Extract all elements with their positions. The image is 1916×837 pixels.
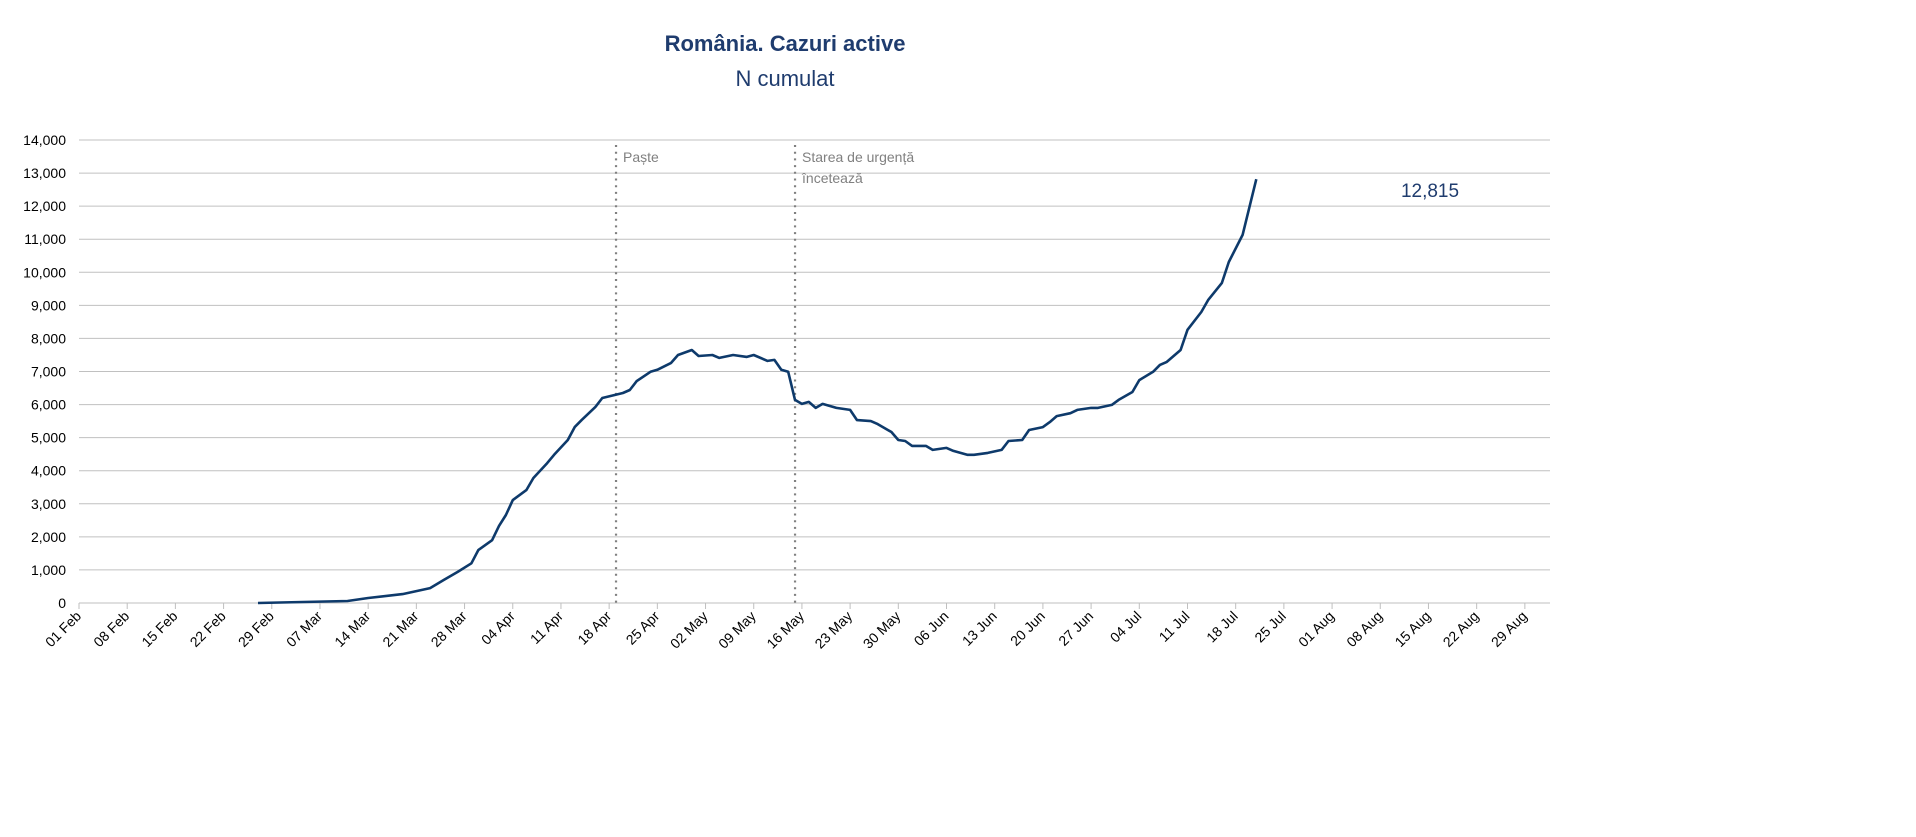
x-tick-label: 01 Feb <box>42 608 84 650</box>
x-tick-label: 25 Apr <box>623 608 663 648</box>
x-tick-label: 22 Aug <box>1440 608 1482 650</box>
x-tick-label: 13 Jun <box>959 608 1000 649</box>
y-tick-label: 11,000 <box>24 231 66 247</box>
x-tick-label: 06 Jun <box>911 608 952 649</box>
x-tick-label: 16 May <box>763 608 807 652</box>
y-tick-label: 5,000 <box>31 430 66 446</box>
x-tick-label: 28 Mar <box>428 608 470 650</box>
x-tick-label: 20 Jun <box>1007 608 1048 649</box>
x-tick-label: 22 Feb <box>187 608 229 650</box>
y-tick-label: 12,000 <box>23 198 66 214</box>
x-tick-label: 29 Aug <box>1488 608 1530 650</box>
x-tick-label: 21 Mar <box>379 608 421 650</box>
y-tick-label: 0 <box>58 595 66 611</box>
y-tick-label: 10,000 <box>23 264 66 280</box>
x-tick-label: 25 Jul <box>1251 608 1289 646</box>
x-tick-label: 04 Apr <box>478 608 518 648</box>
last-value-label: 12,815 <box>1401 181 1459 202</box>
x-tick-label: 04 Jul <box>1107 608 1145 646</box>
x-tick-label: 15 Aug <box>1391 608 1433 650</box>
x-tick-label: 09 May <box>715 608 759 652</box>
x-tick-label: 11 Jul <box>1156 608 1193 645</box>
x-tick-label: 18 Apr <box>574 608 614 648</box>
y-tick-label: 3,000 <box>31 496 66 512</box>
x-tick-label: 08 Feb <box>90 608 132 650</box>
annotation-label: încetează <box>801 170 863 186</box>
x-tick-label: 23 May <box>811 608 855 652</box>
chart-title: România. Cazuri active <box>664 31 906 56</box>
chart-subtitle: N cumulat <box>735 66 835 91</box>
series-line <box>257 178 1258 605</box>
y-tick-label: 8,000 <box>31 330 66 346</box>
y-tick-label: 1,000 <box>31 562 66 578</box>
x-tick-label: 01 Aug <box>1295 608 1337 650</box>
x-tick-label: 18 Jul <box>1203 608 1241 646</box>
y-tick-label: 2,000 <box>31 529 66 545</box>
x-tick-label: 30 May <box>860 608 904 652</box>
annotation-label: Starea de urgență <box>802 149 914 165</box>
y-tick-label: 9,000 <box>31 297 66 313</box>
y-tick-label: 13,000 <box>23 165 66 181</box>
y-tick-label: 4,000 <box>31 463 66 479</box>
x-tick-label: 14 Mar <box>331 608 373 650</box>
y-tick-label: 14,000 <box>23 132 66 148</box>
x-tick-label: 07 Mar <box>283 608 325 650</box>
x-tick-label: 29 Feb <box>235 608 277 650</box>
y-tick-label: 7,000 <box>31 364 66 380</box>
x-tick-label: 15 Feb <box>138 608 180 650</box>
x-tick-label: 11 Apr <box>527 608 566 647</box>
x-tick-label: 02 May <box>667 608 711 652</box>
x-tick-label: 08 Aug <box>1343 608 1385 650</box>
x-tick-label: 27 Jun <box>1055 608 1096 649</box>
annotation-label: Paște <box>623 149 659 165</box>
y-tick-label: 6,000 <box>31 397 66 413</box>
